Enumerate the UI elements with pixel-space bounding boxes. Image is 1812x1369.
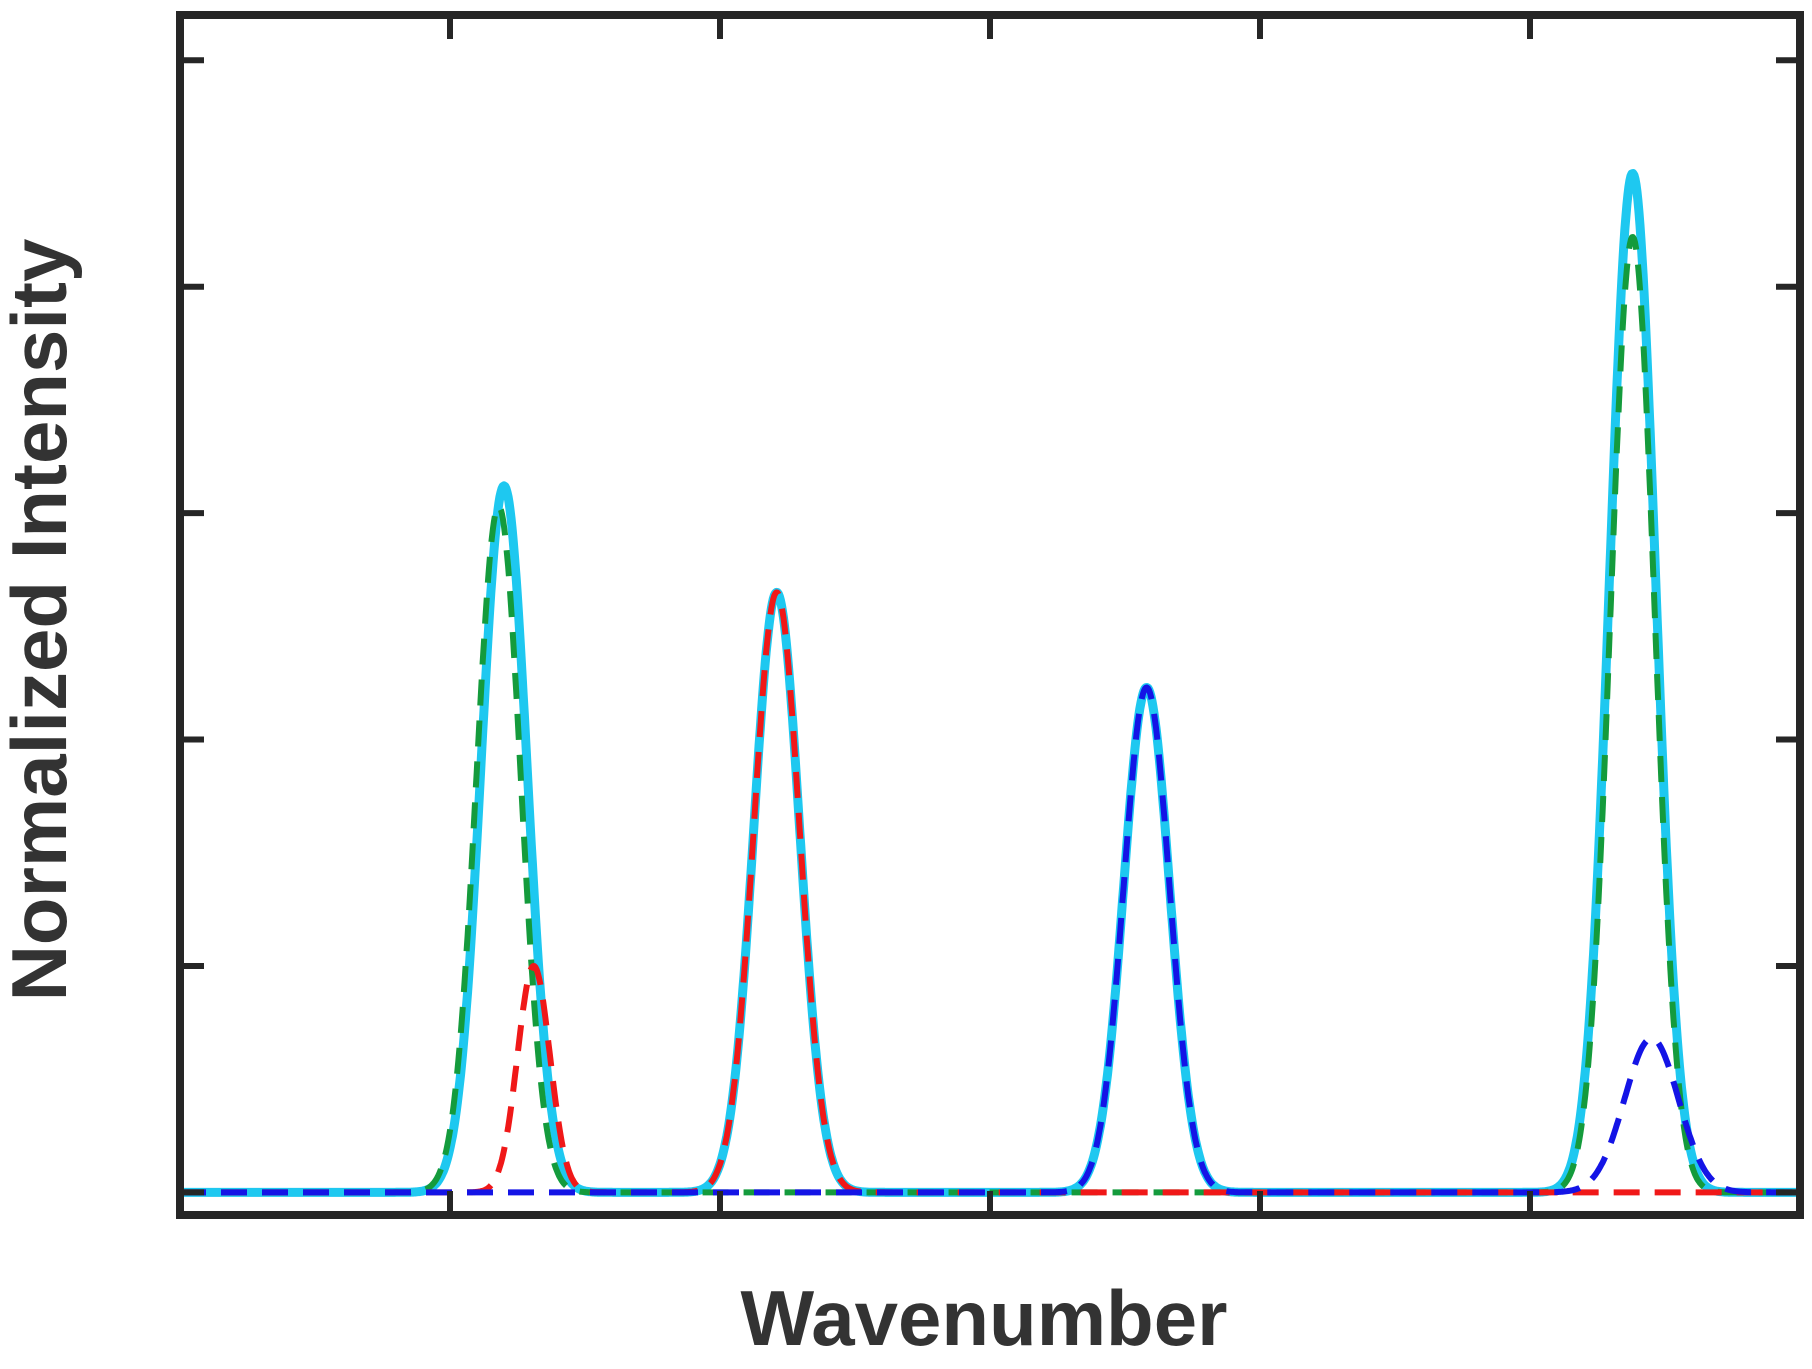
curves-layer <box>176 169 1804 1197</box>
y-axis-label: Normalized Intensity <box>0 239 83 1002</box>
series-line-1 <box>176 169 1804 1197</box>
series-line-3 <box>178 589 1802 1196</box>
x-axis-label: Wavenumber <box>741 1274 1228 1362</box>
series-line-4 <box>178 684 1802 1196</box>
series-line-2 <box>178 234 1802 1196</box>
axes-layer <box>176 11 1804 1219</box>
plot-frame <box>176 11 1804 1219</box>
